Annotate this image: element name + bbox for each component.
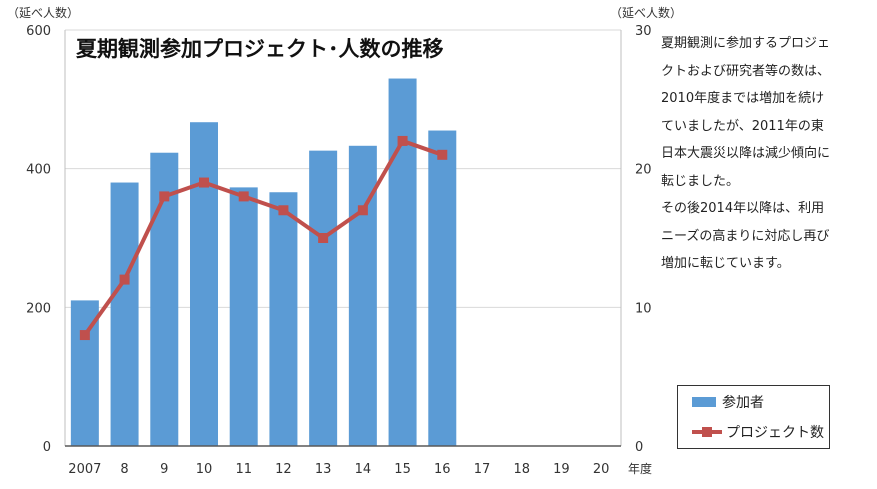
right-y-tick-label: 30 bbox=[635, 24, 652, 39]
x-tick-label: 14 bbox=[355, 462, 372, 477]
x-tick-label: 12 bbox=[275, 462, 292, 477]
bar-participants bbox=[190, 122, 218, 447]
bar-participants bbox=[110, 182, 139, 447]
legend-label-projects: プロジェクト数 bbox=[726, 425, 824, 441]
x-tick-label: 13 bbox=[315, 462, 332, 477]
bar-participants bbox=[269, 192, 298, 446]
x-tick-label: 8 bbox=[120, 462, 128, 477]
annotation-line: 夏期観測に参加するプロジェ bbox=[661, 36, 831, 51]
annotation-line: ニーズの高まりに対応し再び bbox=[661, 228, 830, 244]
legend-item-projects: プロジェクト数 bbox=[692, 422, 824, 442]
line-marker bbox=[119, 274, 130, 285]
x-tick-label: 2007 bbox=[68, 462, 101, 477]
x-tick-label: 20 bbox=[593, 462, 610, 477]
bar-series bbox=[70, 78, 457, 447]
annotation-line: ていましたが、2011年の東 bbox=[661, 118, 824, 134]
annotation-text: 夏期観測に参加するプロジェ クトおよび研究者等の数は、 2010年度までは増加を… bbox=[661, 30, 866, 278]
chart-title: 夏期観測参加プロジェクト･人数の推移 bbox=[76, 37, 444, 61]
annotation-line: クトおよび研究者等の数は、 bbox=[661, 63, 831, 79]
bar-participants bbox=[150, 152, 179, 446]
left-y-tick-labels: 0 200 400 600 bbox=[26, 24, 51, 455]
gridlines bbox=[65, 29, 621, 447]
x-tick-label: 11 bbox=[235, 462, 252, 477]
x-axis-unit: 年度 bbox=[628, 461, 652, 476]
line-projects bbox=[83, 138, 443, 337]
annotation-line: その後2014年以降は、利用 bbox=[661, 201, 825, 216]
x-tick-label: 15 bbox=[394, 462, 411, 477]
right-y-tick-labels: 0 10 20 30 bbox=[635, 24, 652, 455]
left-y-tick-label: 0 bbox=[43, 440, 51, 455]
x-tick-label: 19 bbox=[553, 462, 570, 477]
line-marker bbox=[199, 177, 209, 188]
right-y-tick-label: 0 bbox=[635, 440, 643, 455]
left-y-tick-label: 400 bbox=[26, 163, 51, 178]
bar-participants bbox=[229, 187, 258, 447]
annotation-line: 2010年度までは増加を続け bbox=[661, 91, 825, 106]
right-axis-unit: （延べ人数） bbox=[610, 5, 682, 20]
line-marker bbox=[159, 191, 170, 202]
legend-line-swatch bbox=[692, 426, 722, 438]
annotation-line: 転じました。 bbox=[661, 173, 740, 189]
line-marker bbox=[397, 135, 408, 146]
line-marker bbox=[357, 205, 368, 216]
x-tick-label: 10 bbox=[196, 462, 213, 477]
annotation-line: 日本大震災以降は減少傾向に bbox=[661, 146, 831, 161]
legend: 参加者 プロジェクト数 bbox=[677, 385, 830, 449]
line-marker bbox=[278, 205, 289, 216]
line-marker bbox=[79, 330, 90, 341]
x-tick-label: 16 bbox=[434, 462, 451, 477]
bar-participants bbox=[388, 78, 417, 447]
legend-bar-swatch bbox=[692, 397, 716, 407]
x-tick-label: 18 bbox=[513, 462, 530, 477]
annotation-line: 増加に転じています。 bbox=[661, 256, 790, 271]
line-marker bbox=[238, 191, 249, 202]
axes bbox=[64, 30, 622, 447]
x-tick-label: 17 bbox=[474, 462, 491, 477]
right-y-tick-label: 10 bbox=[635, 301, 652, 316]
x-tick-label: 9 bbox=[160, 462, 168, 477]
bar-participants bbox=[428, 130, 457, 447]
left-y-tick-label: 200 bbox=[26, 301, 51, 316]
left-y-tick-label: 600 bbox=[26, 24, 51, 39]
left-axis-unit: （延べ人数） bbox=[7, 5, 79, 20]
line-marker bbox=[318, 233, 329, 243]
legend-item-participants: 参加者 bbox=[692, 392, 764, 412]
bar-participants bbox=[309, 150, 338, 446]
legend-label-participants: 参加者 bbox=[722, 395, 764, 411]
line-series bbox=[79, 135, 448, 341]
right-y-tick-label: 20 bbox=[635, 163, 652, 178]
line-marker bbox=[437, 149, 448, 160]
x-tick-labels: 2007 8 9 10 11 12 13 14 15 16 17 18 19 20 bbox=[68, 462, 609, 477]
